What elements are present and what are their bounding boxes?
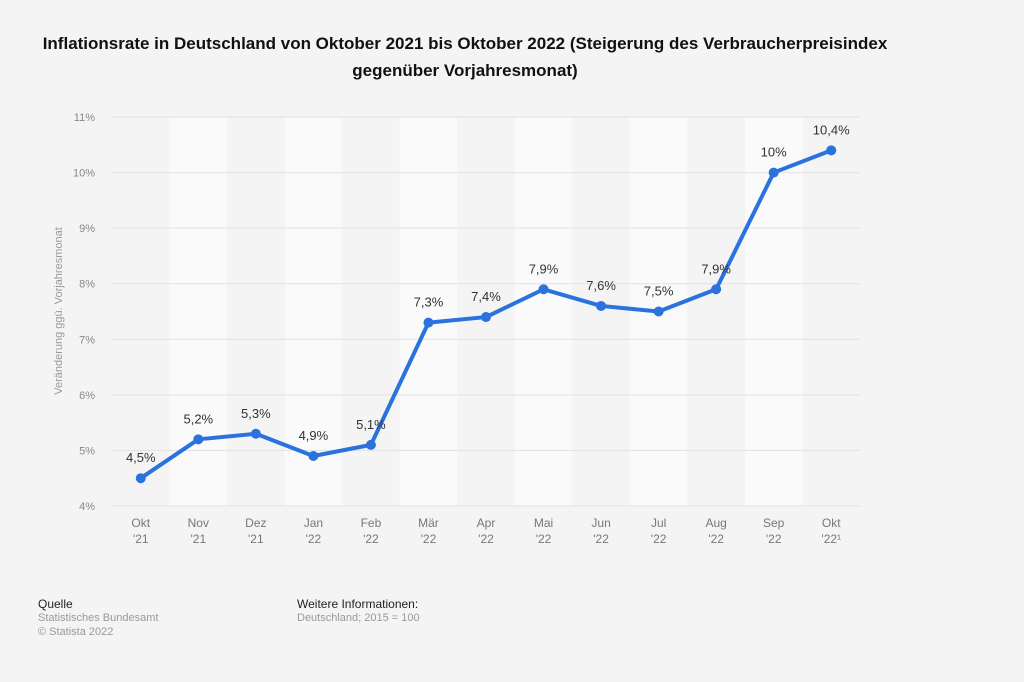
data-label: 4,5% <box>126 450 156 465</box>
x-tick-label: '22 <box>363 532 379 546</box>
x-tick-label: '22 <box>306 532 322 546</box>
data-label: 7,3% <box>414 295 444 310</box>
column-stripe <box>169 117 228 506</box>
data-point <box>538 284 549 295</box>
y-tick-label: 9% <box>79 223 95 235</box>
data-point <box>653 306 664 317</box>
y-tick-label: 5% <box>79 445 95 457</box>
x-tick-label: Okt <box>822 516 841 530</box>
x-tick-label: Nov <box>188 516 209 530</box>
data-point <box>193 434 204 445</box>
x-tick-label: Jul <box>651 516 666 530</box>
data-label: 7,9% <box>529 261 559 276</box>
data-label: 5,3% <box>241 406 271 421</box>
data-label: 7,5% <box>644 284 674 299</box>
column-stripe <box>399 117 458 506</box>
x-tick-label: Jan <box>304 516 323 530</box>
x-tick-label: '22 <box>708 532 724 546</box>
x-tick-label: '22 <box>593 532 609 546</box>
info-text: Deutschland; 2015 = 100 <box>297 612 420 624</box>
x-tick-label: Feb <box>361 516 382 530</box>
data-point <box>711 284 722 295</box>
data-label: 5,2% <box>183 411 213 426</box>
data-label: 5,1% <box>356 417 386 432</box>
x-tick-label: '22¹ <box>821 532 841 546</box>
info-heading: Weitere Informationen: <box>297 597 419 611</box>
data-label: 4,9% <box>299 428 329 443</box>
column-stripe <box>284 117 343 506</box>
data-point <box>596 300 607 311</box>
data-point <box>826 145 837 156</box>
x-tick-label: Sep <box>763 516 785 530</box>
data-point <box>423 317 434 328</box>
data-label: 7,6% <box>586 278 616 293</box>
data-point <box>308 450 319 461</box>
data-label: 10,4% <box>813 122 850 137</box>
column-stripe <box>514 117 573 506</box>
source-block: Quelle Statistisches Bundesamt © Statist… <box>38 597 158 639</box>
x-tick-label: '21 <box>248 532 264 546</box>
chart-title: Inflationsrate in Deutschland von Oktobe… <box>42 34 888 80</box>
x-tick-label: Mai <box>534 516 553 530</box>
x-tick-label: '21 <box>133 532 149 546</box>
source-heading: Quelle <box>38 597 73 611</box>
y-tick-label: 4% <box>79 501 95 513</box>
x-tick-label: Mär <box>418 516 439 530</box>
y-tick-label: 7% <box>79 334 95 346</box>
x-tick-label: Dez <box>245 516 266 530</box>
source-text: Statistisches Bundesamt <box>38 612 159 624</box>
data-point <box>365 439 376 450</box>
column-stripe <box>744 117 803 506</box>
x-tick-label: Aug <box>705 516 726 530</box>
data-label: 7,9% <box>701 261 731 276</box>
info-block: Weitere Informationen: Deutschland; 2015… <box>297 597 420 625</box>
data-point <box>481 312 491 323</box>
data-point <box>768 167 779 178</box>
x-tick-label: '22 <box>651 532 667 546</box>
x-tick-label: '22 <box>766 532 782 546</box>
y-tick-label: 8% <box>79 279 95 291</box>
x-tick-label: '22 <box>536 532 552 546</box>
data-point <box>135 473 146 484</box>
x-tick-label: Apr <box>477 516 496 530</box>
y-axis-label: Veränderung ggü. Vorjahresmonat <box>53 227 65 395</box>
y-tick-label: 10% <box>73 168 95 180</box>
y-tick-label: 11% <box>74 112 95 124</box>
copyright-text: © Statista 2022 <box>38 626 114 638</box>
data-point <box>250 428 261 439</box>
x-tick-label: '22 <box>478 532 494 546</box>
x-tick-label: Jun <box>591 516 610 530</box>
x-tick-label: Okt <box>131 516 150 530</box>
y-tick-label: 6% <box>79 390 95 402</box>
data-label: 10% <box>761 145 787 160</box>
data-label: 7,4% <box>471 289 501 304</box>
x-tick-label: '21 <box>190 532 206 546</box>
x-tick-label: '22 <box>421 532 437 546</box>
